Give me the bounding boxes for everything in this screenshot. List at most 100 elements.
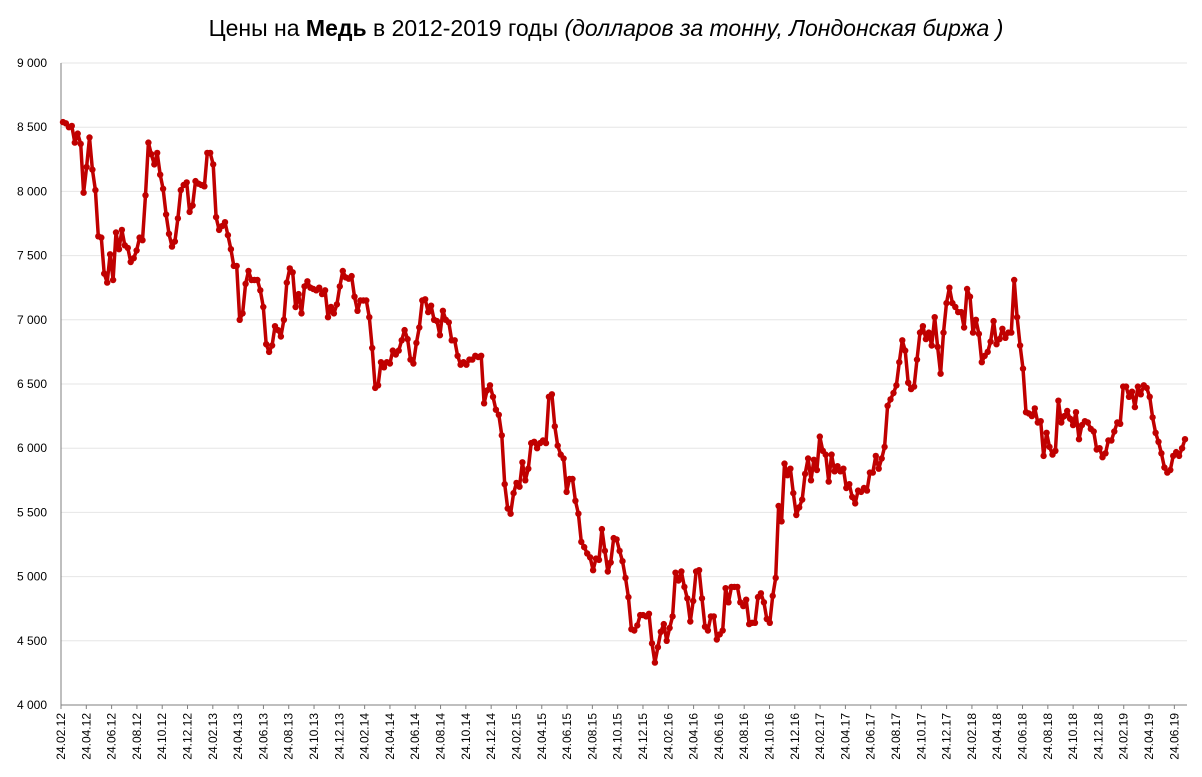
data-point <box>902 347 909 354</box>
data-point <box>316 284 323 291</box>
data-point <box>451 337 458 344</box>
data-point <box>766 619 773 626</box>
data-point <box>1167 466 1174 474</box>
data-point <box>245 267 252 275</box>
data-point <box>207 149 214 157</box>
y-tick-label: 7 500 <box>17 249 47 263</box>
data-point <box>71 139 79 146</box>
data-point <box>563 488 570 496</box>
data-point <box>1152 429 1159 436</box>
data-point <box>395 347 402 354</box>
data-point <box>274 326 282 334</box>
data-point <box>77 140 84 148</box>
data-point <box>810 456 818 463</box>
data-point <box>263 341 270 348</box>
data-point <box>984 348 991 356</box>
data-point <box>330 310 338 317</box>
data-point <box>928 342 935 349</box>
chart-title-units: (долларов за тонну, Лондонская биржа ) <box>565 15 1004 41</box>
x-tick-label: 24.04.16 <box>687 713 701 760</box>
data-point <box>115 246 123 253</box>
x-tick-label: 24.02.19 <box>1117 713 1131 760</box>
data-point <box>224 231 232 239</box>
data-point <box>978 359 985 366</box>
gridlines <box>61 62 1187 642</box>
data-point <box>790 489 797 497</box>
chart-title-period: в 2012-2019 годы <box>367 15 565 41</box>
y-tick-label: 9 000 <box>17 56 47 70</box>
data-point <box>445 319 452 326</box>
data-point <box>698 595 706 602</box>
data-point <box>1143 384 1150 392</box>
data-point <box>221 219 229 226</box>
data-point <box>1131 403 1139 411</box>
data-point <box>427 302 435 309</box>
x-tick-label: 24.06.16 <box>712 713 726 760</box>
data-point <box>675 577 682 584</box>
data-point <box>1102 450 1109 457</box>
data-point <box>398 337 405 344</box>
data-point <box>522 477 529 484</box>
data-point <box>560 455 567 462</box>
data-point <box>687 618 694 625</box>
data-point <box>725 599 732 606</box>
data-point <box>151 161 158 168</box>
data-point <box>227 246 235 253</box>
y-tick-label: 6 500 <box>17 377 47 391</box>
data-point <box>413 339 420 347</box>
x-tick-label: 24.12.18 <box>1091 713 1105 760</box>
data-point <box>846 481 853 488</box>
data-point <box>336 283 343 290</box>
x-tick-label: 24.06.19 <box>1167 713 1181 760</box>
data-point <box>784 472 791 479</box>
data-point <box>625 593 632 601</box>
data-point <box>598 525 606 533</box>
data-point <box>645 610 653 617</box>
data-point <box>422 296 429 303</box>
data-point <box>268 342 276 349</box>
data-point <box>1058 419 1065 426</box>
data-point <box>401 326 408 334</box>
y-tick-label: 7 000 <box>17 313 47 327</box>
data-point <box>972 316 980 323</box>
data-point <box>133 247 140 254</box>
data-point <box>533 445 541 452</box>
x-tick-label: 24.08.14 <box>434 713 448 760</box>
data-point <box>1146 393 1153 400</box>
data-point <box>157 171 164 178</box>
x-tick-label: 24.08.15 <box>585 713 599 760</box>
data-point <box>569 475 576 483</box>
data-point <box>772 574 779 582</box>
data-point <box>899 337 906 344</box>
data-point <box>86 134 93 141</box>
y-tick-label: 4 500 <box>17 634 47 648</box>
data-point <box>607 559 614 566</box>
x-tick-label: 24.02.12 <box>54 713 68 760</box>
x-tick-label: 24.08.16 <box>737 713 751 760</box>
data-point <box>581 543 588 551</box>
data-point <box>1117 420 1124 427</box>
price-line <box>61 120 1187 665</box>
data-point <box>324 314 332 321</box>
data-point <box>619 558 626 565</box>
data-point <box>189 202 196 209</box>
data-point <box>919 323 927 330</box>
x-tick-label: 24.04.17 <box>838 713 852 760</box>
data-point <box>657 628 664 635</box>
data-point <box>174 215 182 222</box>
data-point <box>660 620 667 628</box>
data-point <box>934 343 941 350</box>
data-point <box>881 443 888 451</box>
y-tick-label: 6 000 <box>17 441 47 455</box>
data-point <box>952 303 959 311</box>
data-point <box>98 234 105 241</box>
axes <box>60 63 1187 709</box>
x-tick-label: 24.12.16 <box>788 713 802 760</box>
data-point <box>1134 383 1142 390</box>
data-point <box>171 238 179 245</box>
data-point <box>695 567 703 574</box>
x-tick-label: 24.12.14 <box>484 713 498 760</box>
data-point <box>1069 421 1077 429</box>
data-point <box>1052 447 1059 454</box>
